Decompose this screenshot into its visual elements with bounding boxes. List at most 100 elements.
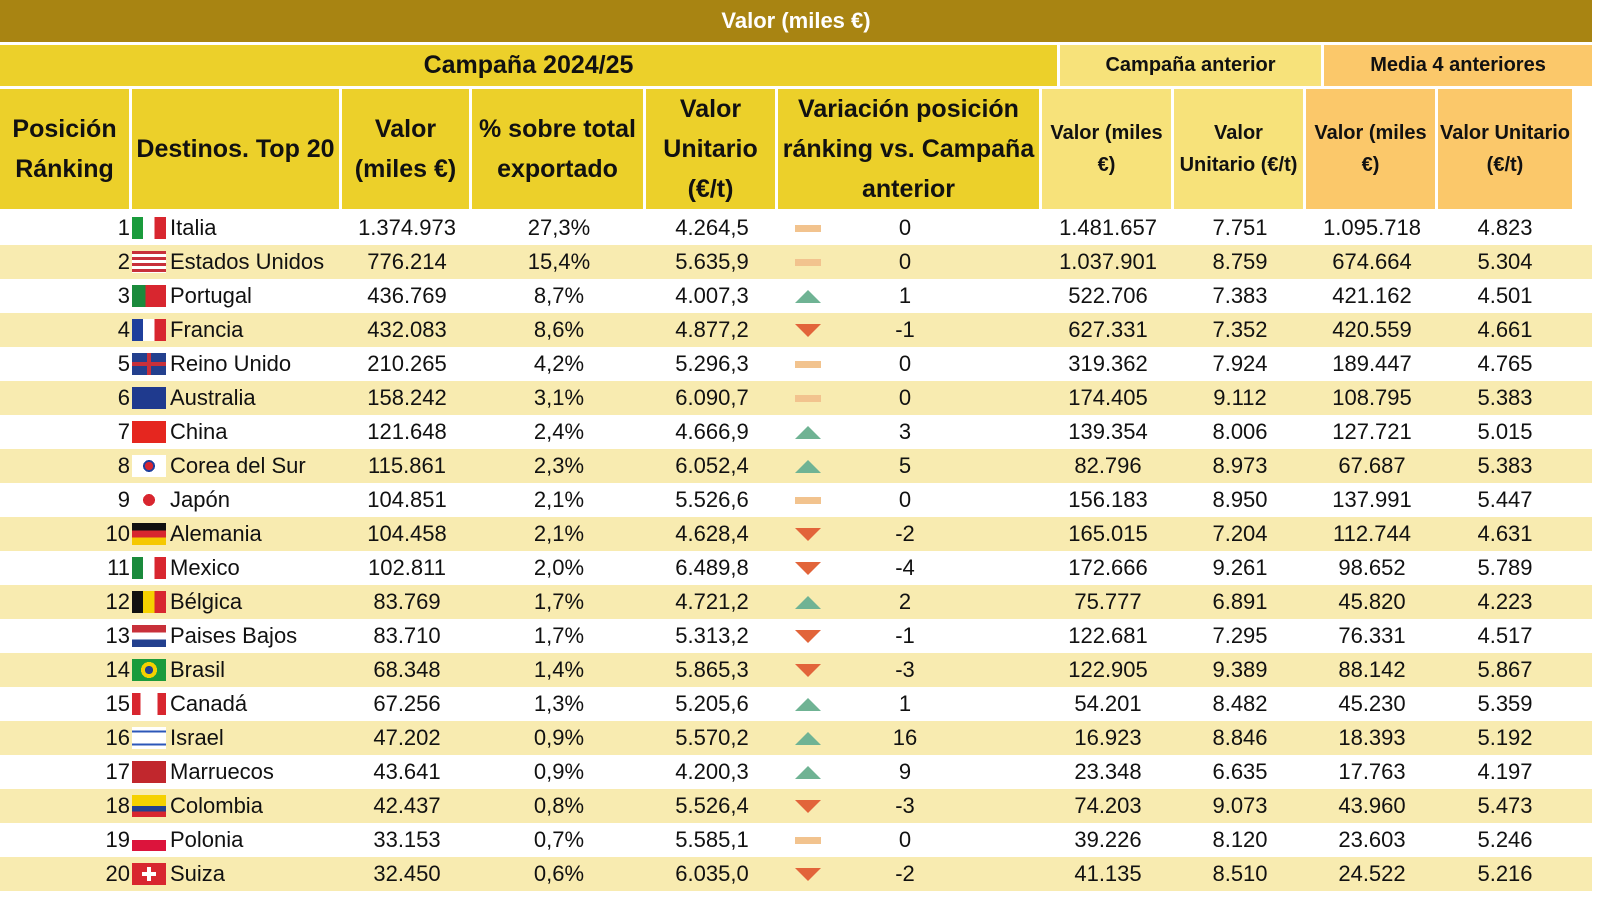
unit-value: 5.296,3 <box>675 351 749 376</box>
avg-unit-value: 5.473 <box>1477 793 1533 818</box>
table-row: 3 Portugal 436.769 8,7% 4.007,3 1 522.70… <box>0 279 1592 313</box>
value: 47.202 <box>373 725 441 750</box>
unit-value: 6.489,8 <box>675 555 749 580</box>
position: 2 <box>117 249 130 274</box>
prev-unit-value: 8.510 <box>1212 861 1268 886</box>
rank-change-value: 1 <box>898 691 912 716</box>
country-name: China <box>170 419 228 444</box>
value: 210.265 <box>367 351 447 376</box>
flag-uk-icon <box>132 353 166 375</box>
flag-mexico-icon <box>132 557 166 579</box>
avg-value: 45.820 <box>1338 589 1406 614</box>
value: 776.214 <box>367 249 447 274</box>
unit-value: 6.035,0 <box>675 861 749 886</box>
value: 33.153 <box>373 827 441 852</box>
header-prev-unit-value: Valor Unitario (€/t) <box>1174 89 1306 209</box>
table-row: 10 Alemania 104.458 2,1% 4.628,4 -2 165.… <box>0 517 1592 551</box>
rank-change: 3 <box>778 415 1042 449</box>
flag-belgium-icon <box>132 591 166 613</box>
position: 16 <box>105 725 130 750</box>
flag-south-korea-icon <box>132 455 166 477</box>
trend-equal-icon <box>795 258 821 266</box>
destination: Suiza <box>132 857 342 891</box>
avg-value: 18.393 <box>1338 725 1406 750</box>
prev-value: 627.331 <box>1068 317 1148 342</box>
country-name: Australia <box>170 385 256 410</box>
prev-value: 39.226 <box>1074 827 1142 852</box>
rank-change: 0 <box>778 211 1042 245</box>
prev-unit-value: 7.924 <box>1212 351 1268 376</box>
country-name: Portugal <box>170 283 252 308</box>
share: 8,6% <box>533 317 585 342</box>
prev-value: 139.354 <box>1068 419 1148 444</box>
unit-value: 5.205,6 <box>675 691 749 716</box>
group-previous-campaign: Campaña anterior <box>1060 45 1324 86</box>
avg-unit-value: 4.661 <box>1477 317 1533 342</box>
rank-change: 0 <box>778 347 1042 381</box>
unit-value: 4.628,4 <box>675 521 749 546</box>
value: 42.437 <box>373 793 441 818</box>
rank-change-value: -2 <box>895 521 915 546</box>
avg-value: 127.721 <box>1332 419 1412 444</box>
avg-value: 674.664 <box>1332 249 1412 274</box>
rank-change-value: 1 <box>898 283 912 308</box>
prev-unit-value: 9.389 <box>1212 657 1268 682</box>
avg-unit-value: 4.631 <box>1477 521 1533 546</box>
value: 432.083 <box>367 317 447 342</box>
destination: Polonia <box>132 823 342 857</box>
avg-value: 76.331 <box>1338 623 1406 648</box>
trend-down-icon <box>795 663 821 677</box>
header-value: Valor (miles €) <box>342 89 472 209</box>
rank-change: -1 <box>778 313 1042 347</box>
rank-change: 16 <box>778 721 1042 755</box>
position: 14 <box>105 657 130 682</box>
position: 17 <box>105 759 130 784</box>
rank-change-value: -3 <box>895 793 915 818</box>
destination: Japón <box>132 483 342 517</box>
table-row: 11 Mexico 102.811 2,0% 6.489,8 -4 172.66… <box>0 551 1592 585</box>
rank-change-value: 16 <box>892 725 918 750</box>
prev-value: 174.405 <box>1068 385 1148 410</box>
destination: Colombia <box>132 789 342 823</box>
trend-up-icon <box>795 765 821 779</box>
trend-up-icon <box>795 425 821 439</box>
destination: Paises Bajos <box>132 619 342 653</box>
flag-canada-icon <box>132 693 166 715</box>
share: 0,6% <box>533 861 585 886</box>
destination: Reino Unido <box>132 347 342 381</box>
value: 83.769 <box>373 589 441 614</box>
country-name: Japón <box>170 487 230 512</box>
position: 12 <box>105 589 130 614</box>
unit-value: 4.721,2 <box>675 589 749 614</box>
rank-change: 1 <box>778 279 1042 313</box>
table-row: 17 Marruecos 43.641 0,9% 4.200,3 9 23.34… <box>0 755 1592 789</box>
table-row: 6 Australia 158.242 3,1% 6.090,7 0 174.4… <box>0 381 1592 415</box>
share: 4,2% <box>533 351 585 376</box>
rank-change-value: 0 <box>898 249 912 274</box>
value: 104.851 <box>367 487 447 512</box>
table-row: 18 Colombia 42.437 0,8% 5.526,4 -3 74.20… <box>0 789 1592 823</box>
flag-brazil-icon <box>132 659 166 681</box>
prev-value: 122.681 <box>1068 623 1148 648</box>
avg-unit-value: 5.015 <box>1477 419 1533 444</box>
prev-value: 172.666 <box>1068 555 1148 580</box>
flag-poland-icon <box>132 829 166 851</box>
trend-equal-icon <box>795 496 821 504</box>
share: 15,4% <box>527 249 591 274</box>
avg-unit-value: 5.867 <box>1477 657 1533 682</box>
prev-value: 16.923 <box>1074 725 1142 750</box>
avg-unit-value: 5.383 <box>1477 385 1533 410</box>
destination: Corea del Sur <box>132 449 342 483</box>
value: 104.458 <box>367 521 447 546</box>
destination: Canadá <box>132 687 342 721</box>
unit-value: 5.635,9 <box>675 249 749 274</box>
trend-equal-icon <box>795 836 821 844</box>
rank-change-value: -4 <box>895 555 915 580</box>
rank-change: -3 <box>778 653 1042 687</box>
avg-value: 88.142 <box>1338 657 1406 682</box>
rank-change: 0 <box>778 381 1042 415</box>
avg-unit-value: 5.789 <box>1477 555 1533 580</box>
table-row: 1 Italia 1.374.973 27,3% 4.264,5 0 1.481… <box>0 211 1592 245</box>
prev-unit-value: 9.073 <box>1212 793 1268 818</box>
destination: Italia <box>132 211 342 245</box>
